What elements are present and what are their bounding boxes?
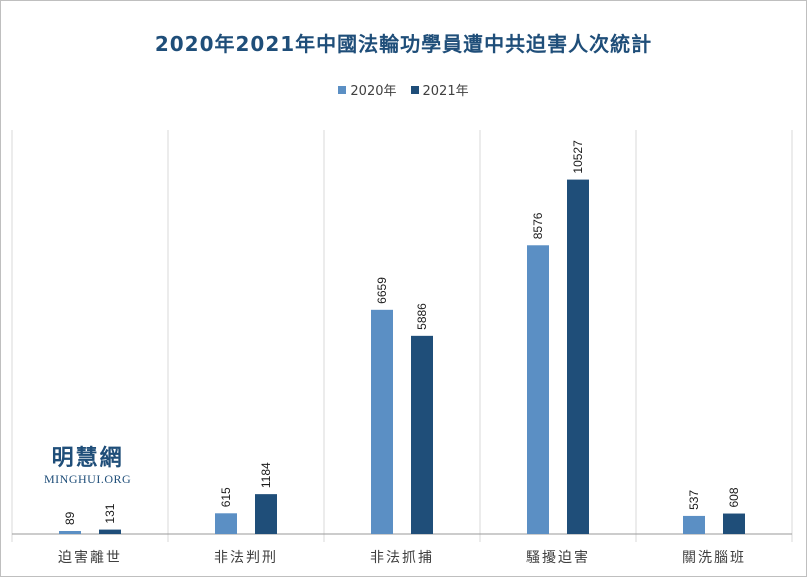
legend: 2020年 2021年 bbox=[0, 80, 807, 99]
data-label: 10527 bbox=[571, 140, 585, 174]
bar-2020 bbox=[215, 513, 237, 534]
bar-2020 bbox=[371, 309, 393, 534]
data-label: 537 bbox=[687, 490, 701, 510]
x-tick-label: 騷擾迫害 bbox=[526, 549, 590, 566]
bar-2020 bbox=[527, 245, 549, 535]
data-label: 89 bbox=[63, 511, 77, 525]
logo-cn: 明慧網 bbox=[51, 445, 124, 471]
x-tick-label: 關洗腦班 bbox=[682, 550, 746, 566]
bar-2021 bbox=[567, 179, 589, 534]
bar-2021 bbox=[99, 529, 121, 534]
data-label: 131 bbox=[103, 503, 117, 523]
data-label: 8576 bbox=[531, 212, 545, 239]
data-label: 6659 bbox=[375, 277, 389, 304]
bar-2021 bbox=[723, 513, 745, 534]
legend-swatch-2020 bbox=[338, 85, 347, 94]
data-label: 615 bbox=[219, 487, 233, 507]
logo-en: MINGHUI.ORG bbox=[44, 472, 132, 486]
bar-2020 bbox=[59, 531, 81, 534]
chart-title: 2020年2021年中國法輪功學員遭中共迫害人次統計 bbox=[154, 32, 653, 56]
legend-label-2020: 2020年 bbox=[350, 84, 397, 99]
bar-2020 bbox=[683, 515, 705, 534]
legend-swatch-2021 bbox=[410, 85, 419, 94]
data-label: 5886 bbox=[415, 303, 429, 330]
data-label: 608 bbox=[727, 487, 741, 507]
x-tick-label: 非法抓捕 bbox=[370, 550, 434, 566]
legend-item-2021: 2021年 bbox=[410, 80, 469, 99]
x-tick-label: 迫害離世 bbox=[58, 549, 122, 566]
minghui-logo: 明慧網 MINGHUI.ORG bbox=[44, 440, 131, 487]
x-tick-label: 非法判刑 bbox=[214, 550, 278, 566]
legend-label-2021: 2021年 bbox=[422, 84, 469, 99]
bar-2021 bbox=[255, 494, 277, 534]
bar-2021 bbox=[411, 335, 433, 534]
legend-item-2020: 2020年 bbox=[338, 80, 397, 99]
data-label: 1184 bbox=[259, 462, 273, 488]
